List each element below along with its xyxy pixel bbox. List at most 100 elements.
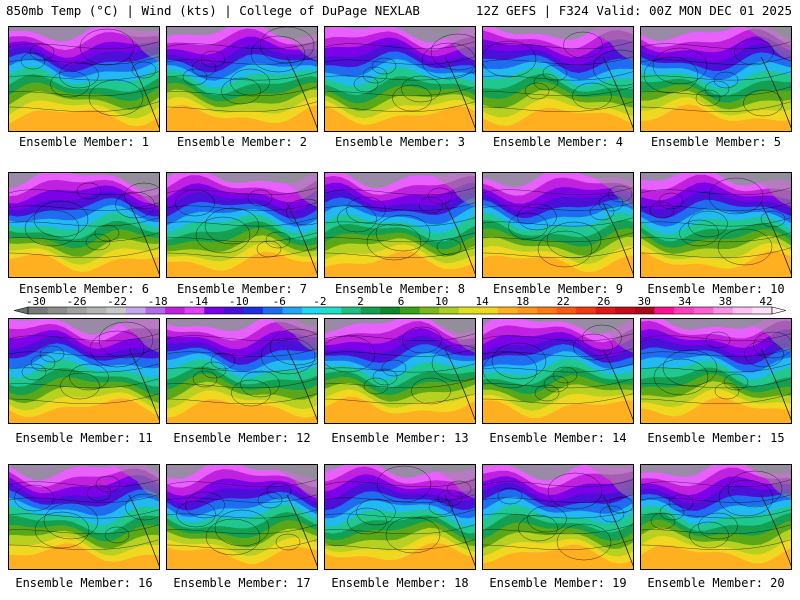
ensemble-member-label: Ensemble Member: 1 <box>18 135 150 149</box>
map-title: 850mb Temp (°C) | Wind (kts) | College o… <box>6 3 420 18</box>
colorbar-swatch <box>517 307 538 314</box>
temperature-map <box>325 465 475 569</box>
ensemble-map-panel <box>482 172 634 278</box>
colorbar-swatch <box>125 307 146 314</box>
temperature-map <box>483 27 633 131</box>
ensemble-map-panel <box>482 318 634 424</box>
colorbar-swatch <box>537 307 558 314</box>
colorbar-swatch <box>732 307 753 314</box>
colorbar-swatch <box>478 307 499 314</box>
colorbar-swatch <box>262 307 283 314</box>
temperature-map <box>483 319 633 423</box>
ensemble-member-label: Ensemble Member: 15 <box>647 431 785 445</box>
colorbar-swatch <box>243 307 264 314</box>
colorbar-swatch <box>380 307 401 314</box>
colorbar-swatch <box>693 307 714 314</box>
temperature-map <box>641 27 791 131</box>
temperature-map <box>325 173 475 276</box>
colorbar-swatch <box>674 307 695 314</box>
temperature-map <box>9 319 159 423</box>
ensemble-map-panel <box>324 26 476 132</box>
colorbar-swatch <box>458 307 479 314</box>
colorbar-tick-label: 38 <box>719 297 732 308</box>
ensemble-member-label: Ensemble Member: 18 <box>331 576 469 590</box>
colorbar-tick-label: -2 <box>313 297 326 308</box>
colorbar-swatch <box>47 307 68 314</box>
colorbar-max-arrow <box>771 306 787 315</box>
temperature-map <box>325 27 475 131</box>
ensemble-map-panel <box>8 464 160 570</box>
temperature-map <box>641 173 791 277</box>
colorbar-swatch <box>556 307 577 314</box>
colorbar-tick-label: 42 <box>759 297 772 308</box>
colorbar-swatch <box>654 307 675 314</box>
ensemble-member-label: Ensemble Member: 5 <box>650 135 782 149</box>
colorbar-tick-label: -18 <box>148 297 168 308</box>
ensemble-member-label: Ensemble Member: 14 <box>489 431 627 445</box>
colorbar-tick-label: 22 <box>557 297 570 308</box>
colorbar-tick-label: -6 <box>273 297 286 308</box>
colorbar-tick-label: 2 <box>357 297 364 308</box>
colorbar-swatch <box>67 307 88 314</box>
ensemble-member-label: Ensemble Member: 16 <box>15 576 153 590</box>
colorbar-tick-label: 18 <box>516 297 529 308</box>
colorbar-tick-label: -14 <box>188 297 208 308</box>
colorbar-swatch <box>419 307 440 314</box>
ensemble-member-label: Ensemble Member: 4 <box>492 135 624 149</box>
colorbar-swatch <box>321 307 342 314</box>
ensemble-member-label: Ensemble Member: 10 <box>647 282 785 296</box>
colorbar-tick-label: -30 <box>26 297 46 308</box>
ensemble-member-label: Ensemble Member: 12 <box>173 431 311 445</box>
colorbar-tick-label: 30 <box>638 297 651 308</box>
ensemble-map-panel <box>166 26 318 132</box>
colorbar-tick-label: -22 <box>107 297 127 308</box>
temperature-map <box>9 465 159 568</box>
ensemble-map-panel <box>324 318 476 424</box>
temperature-map <box>641 465 791 569</box>
temperature-map <box>9 173 159 277</box>
temperature-map <box>483 173 633 277</box>
temperature-map <box>483 465 633 569</box>
colorbar-swatch <box>497 307 518 314</box>
colorbar-tick-label: 34 <box>678 297 692 308</box>
ensemble-member-label: Ensemble Member: 2 <box>176 135 308 149</box>
ensemble-map-panel <box>640 26 792 132</box>
colorbar-swatch <box>595 307 616 314</box>
colorbar-tick-label: 6 <box>398 297 405 308</box>
temperature-map <box>167 173 317 277</box>
colorbar-swatch <box>86 307 107 314</box>
colorbar-tick-label: 26 <box>597 297 610 308</box>
colorbar-swatch <box>713 307 734 314</box>
colorbar-swatch <box>360 307 381 314</box>
colorbar-tick-label: 14 <box>475 297 489 308</box>
ensemble-member-label: Ensemble Member: 11 <box>15 431 153 445</box>
ensemble-map-panel <box>640 318 792 424</box>
colorbar-swatch <box>439 307 460 314</box>
colorbar-swatch <box>204 307 225 314</box>
ensemble-member-label: Ensemble Member: 9 <box>492 282 624 296</box>
colorbar-swatch <box>341 307 362 314</box>
ensemble-map-panel <box>324 464 476 570</box>
temperature-map <box>325 319 475 422</box>
model-valid-time: 12Z GEFS | F324 Valid: 00Z MON DEC 01 20… <box>475 3 792 18</box>
temperature-colorbar: -30 -26 -22 -18 -14 -10 -6 -2 2 6 10 14 18 22 26 30 34 38… <box>13 297 787 315</box>
colorbar-swatch <box>145 307 166 314</box>
colorbar-swatch <box>165 307 186 314</box>
colorbar-swatch <box>28 307 48 314</box>
temperature-map <box>167 27 317 131</box>
ensemble-map-panel <box>166 464 318 570</box>
colorbar-swatch <box>400 307 420 314</box>
ensemble-member-label: Ensemble Member: 6 <box>18 282 150 296</box>
temperature-map <box>9 27 159 131</box>
ensemble-map-panel <box>482 464 634 570</box>
temperature-map <box>167 319 317 423</box>
ensemble-member-label: Ensemble Member: 3 <box>334 135 466 149</box>
ensemble-member-label: Ensemble Member: 20 <box>647 576 785 590</box>
ensemble-map-panel <box>166 318 318 424</box>
ensemble-map-panel <box>640 172 792 278</box>
colorbar-swatch <box>184 307 205 314</box>
ensemble-member-label: Ensemble Member: 17 <box>173 576 311 590</box>
colorbar-swatch <box>302 307 323 314</box>
ensemble-member-label: Ensemble Member: 13 <box>331 431 469 445</box>
colorbar-swatch <box>634 307 655 314</box>
